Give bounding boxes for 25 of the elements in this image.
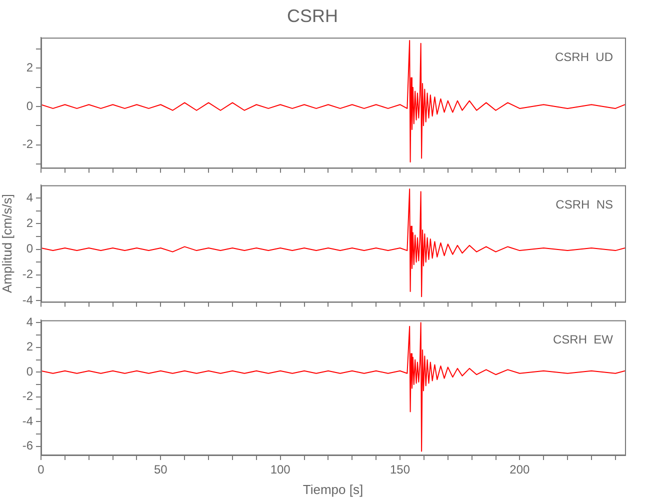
x-axis-title: Tiempo [s] bbox=[302, 482, 364, 497]
annotation: CSRH NS bbox=[556, 198, 613, 212]
y-tick-label: -4 bbox=[22, 292, 34, 307]
y-tick-label: -6 bbox=[22, 438, 34, 453]
y-tick-label: -2 bbox=[22, 267, 34, 282]
y-tick-label: 0 bbox=[26, 242, 34, 256]
x-tick-label: 100 bbox=[270, 462, 291, 477]
x-tick-label: 50 bbox=[154, 462, 168, 477]
y-tick-label: 4 bbox=[26, 314, 34, 329]
y-tick-label: -2 bbox=[22, 137, 34, 152]
x-tick-label: 150 bbox=[390, 462, 410, 477]
y-tick-label: 2 bbox=[26, 340, 34, 354]
y-axis-title: Amplitud [cm/s/s] bbox=[0, 194, 14, 293]
x-tick-label: 0 bbox=[38, 462, 45, 477]
y-tick-label: 0 bbox=[26, 98, 34, 113]
y-tick-label: -4 bbox=[22, 414, 34, 428]
x-tick-label: 200 bbox=[510, 462, 530, 477]
y-tick-label: 2 bbox=[26, 216, 34, 230]
annotation: CSRH UD bbox=[554, 50, 614, 64]
chart-title: CSRH bbox=[286, 6, 338, 26]
y-tick-label: 4 bbox=[26, 190, 34, 204]
y-tick-label: -2 bbox=[22, 389, 34, 404]
y-tick-label: 2 bbox=[26, 60, 34, 75]
y-tick-label: 0 bbox=[26, 364, 34, 378]
annotation: CSRH EW bbox=[553, 332, 614, 347]
